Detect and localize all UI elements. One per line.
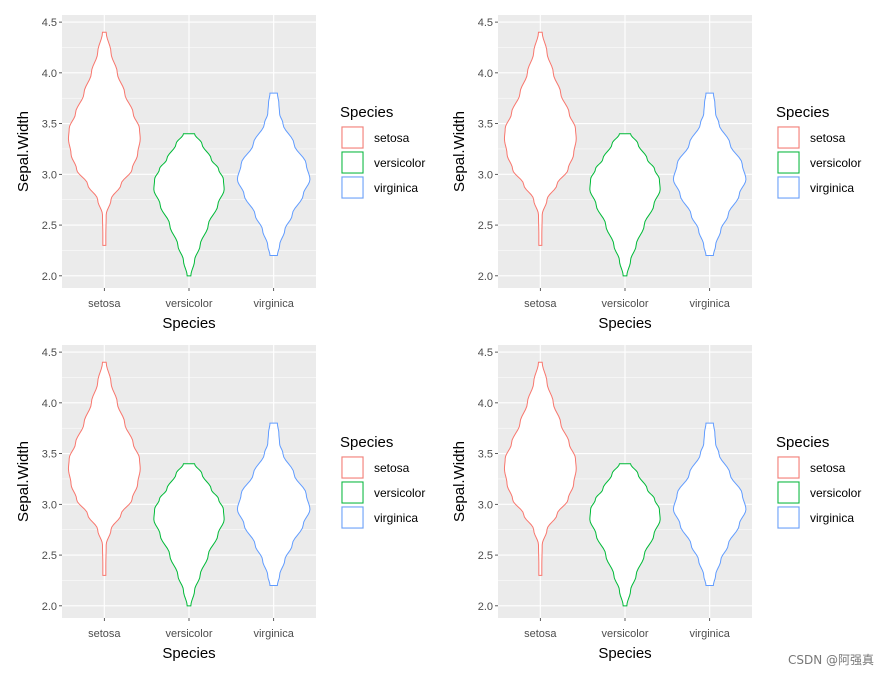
y-tick-label: 4.5 (478, 347, 493, 359)
chart-panel-4: 2.0 2.5 3.0 3.5 4.0 4.5 setosa versicolor virgin… (451, 345, 861, 662)
violin-virginica (672, 92, 747, 257)
legend-key-versicolor (341, 481, 364, 504)
y-tick-label: 4.5 (42, 347, 57, 359)
y-tick-label: 3.5 (42, 449, 57, 461)
legend-label-virginica: virginica (810, 181, 854, 195)
legend-title: Species (776, 434, 829, 451)
violin-virginica (672, 422, 747, 587)
y-tick-label: 3.5 (42, 119, 57, 131)
legend-key-setosa (341, 456, 364, 479)
legend: Species setosa versicolor virginica (776, 434, 861, 529)
chart-panel-1: 2.0 2.5 3.0 3.5 4.0 4.5 setosa versicolor virgin… (15, 15, 425, 332)
y-tick-label: 4.0 (42, 68, 57, 80)
legend-key-virginica (341, 506, 364, 529)
y-tick-label: 3.0 (42, 169, 57, 181)
violin-versicolor (153, 133, 225, 277)
violin-virginica (236, 92, 311, 257)
x-tick-label: versicolor (601, 298, 648, 310)
violin-virginica (236, 422, 311, 587)
legend-key-setosa (777, 456, 800, 479)
legend-key-setosa (777, 126, 800, 149)
legend-label-versicolor: versicolor (374, 156, 425, 170)
violin-setosa (67, 361, 141, 576)
y-tick-label: 3.0 (42, 499, 57, 511)
x-tick-label: virginica (689, 628, 730, 640)
x-tick-label: versicolor (601, 628, 648, 640)
violin-versicolor (589, 133, 661, 277)
legend-title: Species (340, 434, 393, 451)
x-tick-label: virginica (253, 298, 294, 310)
chart-panel-2: 2.0 2.5 3.0 3.5 4.0 4.5 setosa versicolor virgin… (451, 15, 861, 332)
y-axis-title: Sepal.Width (15, 441, 32, 522)
x-axis-title: Species (598, 315, 651, 332)
violin-versicolor (589, 463, 661, 607)
y-tick-label: 2.0 (478, 601, 493, 613)
y-tick-label: 2.5 (478, 550, 493, 562)
legend-label-versicolor: versicolor (374, 486, 425, 500)
y-tick-label: 2.0 (42, 601, 57, 613)
legend: Species setosa versicolor virginica (776, 104, 861, 199)
legend-label-virginica: virginica (374, 511, 418, 525)
legend-key-versicolor (777, 151, 800, 174)
violin-setosa (503, 31, 577, 246)
legend-key-setosa (341, 126, 364, 149)
y-axis-title: Sepal.Width (15, 111, 32, 192)
x-tick-label: versicolor (165, 628, 212, 640)
violin-setosa (503, 361, 577, 576)
x-tick-label: setosa (88, 298, 121, 310)
y-tick-label: 4.5 (42, 17, 57, 29)
y-axis-title: Sepal.Width (451, 111, 468, 192)
y-tick-label: 2.5 (42, 220, 57, 232)
x-tick-label: virginica (253, 628, 294, 640)
legend-label-setosa: setosa (374, 131, 410, 145)
y-tick-label: 3.0 (478, 169, 493, 181)
legend-key-virginica (777, 176, 800, 199)
violin-setosa (67, 31, 141, 246)
legend-title: Species (340, 104, 393, 121)
y-tick-label: 4.5 (478, 17, 493, 29)
legend-label-setosa: setosa (810, 131, 846, 145)
legend-key-versicolor (341, 151, 364, 174)
legend-key-virginica (341, 176, 364, 199)
y-tick-label: 4.0 (42, 398, 57, 410)
x-tick-label: setosa (88, 628, 121, 640)
y-tick-label: 4.0 (478, 398, 493, 410)
x-axis-title: Species (162, 315, 215, 332)
legend-label-setosa: setosa (810, 461, 846, 475)
legend: Species setosa versicolor virginica (340, 104, 425, 199)
violin-versicolor (153, 463, 225, 607)
legend-label-versicolor: versicolor (810, 486, 861, 500)
y-axis-title: Sepal.Width (451, 441, 468, 522)
legend-label-setosa: setosa (374, 461, 410, 475)
watermark-text: CSDN @阿强真 (787, 653, 874, 667)
y-tick-label: 2.5 (42, 550, 57, 562)
legend-label-virginica: virginica (374, 181, 418, 195)
y-tick-label: 3.5 (478, 449, 493, 461)
y-tick-label: 2.0 (42, 271, 57, 283)
y-tick-label: 3.5 (478, 119, 493, 131)
legend-key-versicolor (777, 481, 800, 504)
legend-label-virginica: virginica (810, 511, 854, 525)
y-tick-label: 3.0 (478, 499, 493, 511)
legend-title: Species (776, 104, 829, 121)
x-axis-title: Species (598, 645, 651, 662)
legend-key-virginica (777, 506, 800, 529)
y-tick-label: 2.5 (478, 220, 493, 232)
x-tick-label: virginica (689, 298, 730, 310)
legend: Species setosa versicolor virginica (340, 434, 425, 529)
y-tick-label: 4.0 (478, 68, 493, 80)
x-tick-label: setosa (524, 628, 557, 640)
x-axis-title: Species (162, 645, 215, 662)
chart-panel-3: 2.0 2.5 3.0 3.5 4.0 4.5 setosa versicolor virgin… (15, 345, 425, 662)
legend-label-versicolor: versicolor (810, 156, 861, 170)
y-tick-label: 2.0 (478, 271, 493, 283)
x-tick-label: setosa (524, 298, 557, 310)
x-tick-label: versicolor (165, 298, 212, 310)
